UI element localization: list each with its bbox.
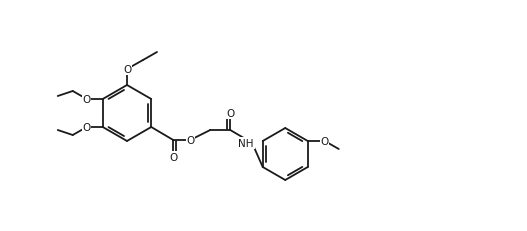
Text: NH: NH [239,138,254,148]
Text: O: O [320,137,329,146]
Text: O: O [83,94,91,105]
Text: O: O [83,122,91,132]
Text: O: O [226,109,235,119]
Text: O: O [186,135,194,145]
Text: O: O [123,65,131,75]
Text: O: O [169,152,178,162]
